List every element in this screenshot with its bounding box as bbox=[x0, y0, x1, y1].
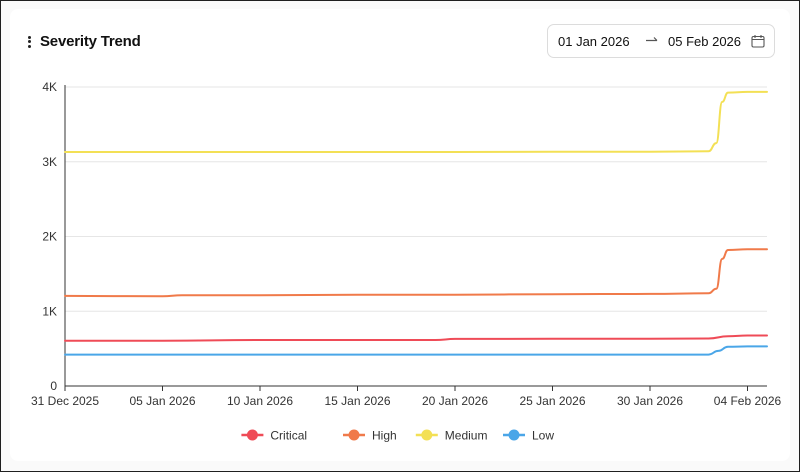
x-tick-label: 15 Jan 2026 bbox=[324, 394, 390, 408]
series-line-high bbox=[64, 248, 768, 298]
legend-item-critical[interactable]: Critical bbox=[241, 429, 307, 443]
x-tick-label: 25 Jan 2026 bbox=[519, 394, 585, 408]
legend-swatch-dot bbox=[246, 429, 258, 441]
calendar-icon[interactable] bbox=[751, 34, 765, 51]
legend-item-high[interactable]: High bbox=[343, 429, 397, 443]
legend-label: High bbox=[372, 429, 397, 443]
y-tick-label: 4K bbox=[42, 80, 57, 94]
legend-item-medium[interactable]: Medium bbox=[415, 429, 488, 443]
x-tick-label: 30 Jan 2026 bbox=[617, 394, 683, 408]
legend-swatch-dot bbox=[508, 429, 520, 441]
end-date-input[interactable]: 05 Feb 2026 bbox=[668, 33, 742, 49]
kebab-dot bbox=[28, 44, 31, 48]
series-line-low bbox=[64, 345, 768, 356]
x-tick-label: 20 Jan 2026 bbox=[422, 394, 488, 408]
legend-label: Low bbox=[532, 429, 554, 443]
start-date-input[interactable]: 01 Jan 2026 bbox=[558, 33, 630, 49]
y-tick-label: 3K bbox=[42, 155, 57, 169]
y-tick-label: 2K bbox=[42, 230, 57, 244]
kebab-dot bbox=[28, 40, 31, 43]
x-tick-label: 05 Jan 2026 bbox=[129, 394, 195, 408]
kebab-dot bbox=[28, 35, 31, 39]
card-header: Severity Trend bbox=[28, 33, 141, 50]
kebab-menu-icon[interactable] bbox=[28, 35, 31, 48]
legend-swatch-dot bbox=[421, 429, 433, 441]
series-line-medium bbox=[64, 90, 768, 154]
x-tick-label: 10 Jan 2026 bbox=[227, 394, 293, 408]
y-tick-label: 0 bbox=[50, 379, 57, 393]
legend-item-low[interactable]: Low bbox=[503, 429, 554, 443]
date-range-picker[interactable]: 01 Jan 2026 05 Feb 2026 bbox=[547, 24, 775, 58]
arrow-right-icon bbox=[645, 33, 659, 50]
x-tick-label: 04 Feb 2026 bbox=[714, 394, 782, 408]
y-tick-label: 1K bbox=[42, 304, 57, 318]
chart-title: Severity Trend bbox=[40, 33, 141, 50]
legend-swatch-dot bbox=[348, 429, 360, 441]
x-tick-label: 31 Dec 2025 bbox=[31, 394, 99, 408]
legend-label: Critical bbox=[270, 429, 307, 443]
series-line-critical bbox=[64, 334, 768, 342]
legend-label: Medium bbox=[445, 429, 488, 443]
